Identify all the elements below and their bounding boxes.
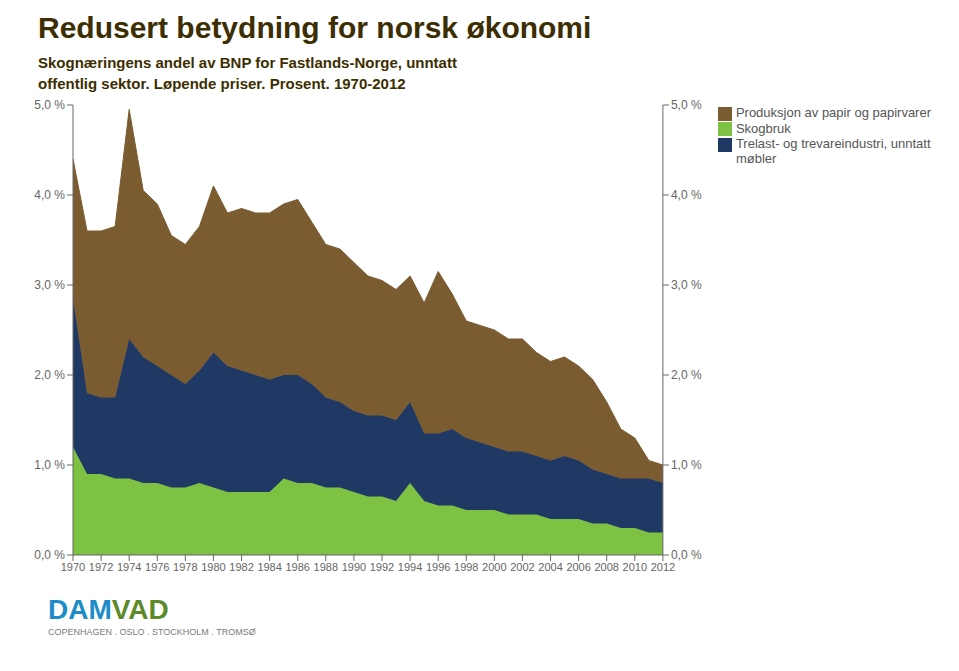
svg-text:3,0 %: 3,0 % — [671, 278, 702, 292]
svg-text:1994: 1994 — [398, 561, 422, 573]
svg-text:1988: 1988 — [314, 561, 338, 573]
svg-text:1992: 1992 — [370, 561, 394, 573]
svg-text:2,0 %: 2,0 % — [671, 368, 702, 382]
svg-text:1970: 1970 — [61, 561, 85, 573]
svg-text:1986: 1986 — [285, 561, 309, 573]
svg-text:2006: 2006 — [566, 561, 590, 573]
html-text:COPENHAGEN . OSLO . STOCKHOLM: COPENHAGEN . OSLO . STOCKHOLM . TROMSØ — [48, 627, 256, 637]
svg-text:1,0 %: 1,0 % — [671, 458, 702, 472]
svg-text:2000: 2000 — [482, 561, 506, 573]
html-text:DAM VAD: DAM VAD — [48, 594, 169, 625]
svg-text:1982: 1982 — [229, 561, 253, 573]
svg-text:1974: 1974 — [117, 561, 141, 573]
html-text:Skogbruk: Skogbruk — [735, 120, 791, 136]
svg-text:1,0 %: 1,0 % — [34, 458, 65, 472]
svg-text:5,0 %: 5,0 % — [34, 100, 65, 112]
svg-text:2002: 2002 — [510, 561, 534, 573]
svg-text:0,0 %: 0,0 % — [671, 548, 702, 562]
html-text:Skognæringens andel av BNP for: Skognæringens andel av BNP for Fastlands… — [38, 54, 457, 92]
html-text:Produksjon av papir og papirva: Produksjon av papir og papirvarer — [735, 105, 931, 120]
svg-text:1984: 1984 — [257, 561, 281, 573]
html-text:Redusert betydning for norsk ø: Redusert betydning for norsk økonomi — [38, 11, 592, 44]
svg-text:1998: 1998 — [454, 561, 478, 573]
svg-text:0,0 %: 0,0 % — [34, 548, 65, 562]
svg-text:2010: 2010 — [623, 561, 647, 573]
svg-text:3,0 %: 3,0 % — [34, 278, 65, 292]
svg-text:1976: 1976 — [145, 561, 169, 573]
svg-text:2,0 %: 2,0 % — [34, 368, 65, 382]
svg-text:2008: 2008 — [594, 561, 618, 573]
svg-text:4,0 %: 4,0 % — [34, 188, 65, 202]
svg-text:1978: 1978 — [173, 561, 197, 573]
svg-text:2012: 2012 — [651, 561, 675, 573]
svg-text:1980: 1980 — [201, 561, 225, 573]
svg-text:5,0 %: 5,0 % — [671, 100, 702, 112]
svg-text:2004: 2004 — [538, 561, 562, 573]
svg-text:1996: 1996 — [426, 561, 450, 573]
html-text:Trelast- og trevareindustri, u: Trelast- og trevareindustri, unntatt møb… — [735, 136, 931, 167]
svg-text:1972: 1972 — [89, 561, 113, 573]
svg-text:4,0 %: 4,0 % — [671, 188, 702, 202]
svg-text:1990: 1990 — [342, 561, 366, 573]
